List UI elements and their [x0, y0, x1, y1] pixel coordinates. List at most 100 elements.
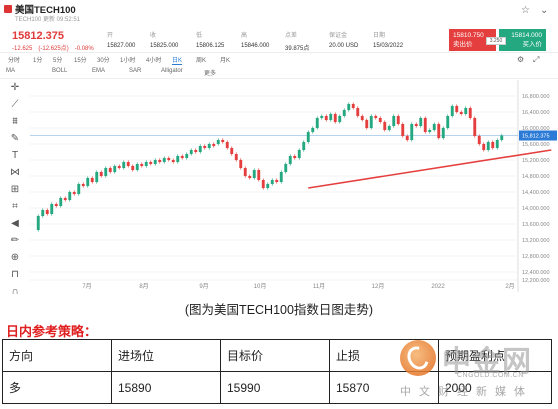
candle-body [288, 156, 292, 164]
candle-body [216, 140, 220, 144]
indicator-ma[interactable]: MA [6, 68, 15, 74]
indicator-more[interactable]: 更多 [204, 71, 217, 77]
candle-body [243, 168, 247, 176]
y-tick-label: 16,800.000 [522, 94, 550, 100]
tab-15m[interactable]: 15分 [74, 58, 87, 64]
candle-body [149, 162, 153, 164]
indicator-sar[interactable]: SAR [129, 68, 142, 74]
support-trendline [308, 149, 552, 189]
candle-body [396, 116, 400, 124]
candle-body [131, 166, 135, 170]
candle-body [320, 116, 324, 118]
tab-4h[interactable]: 4小时 [146, 58, 162, 64]
fullscreen-icon[interactable]: ⤢ [533, 55, 540, 64]
indicator-ema[interactable]: EMA [92, 68, 106, 74]
candle-body [225, 142, 229, 148]
pencil-icon[interactable]: ✏ [10, 235, 20, 246]
candle-body [392, 116, 396, 126]
stat-date: 日期 15/03/2022 [373, 33, 404, 49]
tab-1m[interactable]: 1分 [33, 58, 43, 64]
candle-body [482, 144, 486, 150]
brush-icon[interactable]: ✎ [10, 133, 20, 144]
candle-body [171, 160, 175, 162]
candle-body [500, 135, 504, 140]
candle-body [338, 116, 342, 122]
candle-body [293, 156, 297, 158]
tab-tick[interactable]: 分时 [8, 58, 21, 64]
stat-close: 收 15825.000 [150, 33, 179, 49]
lock-icon[interactable]: ⊓ [11, 269, 19, 280]
x-tick-label: 8月 [139, 283, 148, 290]
text-icon[interactable]: T [11, 150, 19, 161]
fib-icon[interactable]: ⩩ [12, 116, 18, 127]
tab-daily[interactable]: 日K [172, 55, 183, 65]
current-price-tag [519, 130, 557, 141]
y-tick-label: 15,200.000 [522, 158, 550, 164]
candle-body [207, 144, 211, 148]
y-tick-label: 12,200.000 [522, 278, 550, 284]
arrow-left-icon[interactable]: ◀ [11, 218, 19, 229]
indicator-alligator[interactable]: Alligator [161, 68, 183, 74]
measure-icon[interactable]: ⊞ [10, 184, 20, 195]
candle-body [167, 158, 171, 160]
candle-body [221, 140, 225, 142]
tab-30m[interactable]: 30分 [97, 58, 110, 64]
candle-body [117, 166, 121, 168]
settings-icon[interactable]: ⚙ [517, 55, 525, 64]
candle-body [428, 130, 432, 132]
ruler-icon[interactable]: ⌗ [12, 201, 18, 212]
table-cell: 15990 [220, 371, 330, 404]
candle-body [63, 198, 67, 200]
y-tick-label: 14,400.000 [522, 190, 550, 196]
candle-body [198, 146, 202, 152]
candle-body [135, 164, 139, 170]
chevron-down-icon[interactable]: ⌄ [540, 5, 549, 16]
candle-body [486, 142, 490, 150]
candle-body [468, 108, 472, 118]
candle-body [432, 124, 436, 130]
candle-body [257, 170, 261, 180]
candle-body [36, 216, 40, 230]
sell-button[interactable]: 15810.750 卖出价 [449, 29, 496, 51]
indicator-boll[interactable]: BOLL [52, 68, 68, 74]
candle-body [261, 180, 265, 188]
zoom-in-icon[interactable]: ⊕ [10, 252, 20, 263]
tab-1h[interactable]: 1小时 [120, 58, 136, 64]
spread-badge: 3.250 [486, 37, 506, 45]
candle-body [252, 170, 256, 178]
candle-body [279, 172, 283, 182]
candle-body [95, 172, 99, 182]
tab-5m[interactable]: 5分 [53, 58, 63, 64]
candle-body [360, 116, 364, 120]
tab-weekly[interactable]: 周K [196, 58, 207, 64]
candle-body [383, 122, 387, 130]
candle-body [158, 160, 162, 162]
candle-body [189, 150, 193, 154]
table-header-cell: 方向 [2, 339, 112, 372]
price-change: -12.625 (-12.625点) -0.08% [12, 43, 100, 52]
x-tick-label: 12月 [372, 283, 385, 290]
candle-body [234, 154, 238, 160]
table-header-cell: 目标价 [220, 339, 330, 372]
candle-body [387, 126, 391, 130]
table-header-cell: 预期盈利点 [438, 339, 552, 372]
candle-body [77, 184, 81, 194]
crosshair-icon[interactable]: ✛ [10, 82, 20, 93]
star-icon[interactable]: ☆ [521, 5, 530, 16]
candle-body [203, 146, 207, 148]
candle-body [423, 118, 427, 132]
candle-body [347, 104, 351, 110]
tab-monthly[interactable]: 月K [220, 58, 231, 64]
candle-body [86, 178, 90, 186]
magnet-icon[interactable]: ∩ [11, 286, 19, 297]
buy-button[interactable]: 15814.000 买入价 [499, 29, 546, 51]
y-tick-label: 16,400.000 [522, 110, 550, 116]
candle-body [369, 116, 373, 128]
trendline-icon[interactable]: ⟋ [11, 99, 19, 110]
candlestick-chart[interactable]: 16,800.000 16,400.000 16,000.000 15,600.000… [30, 80, 558, 292]
candle-body [464, 108, 468, 114]
chart-caption: (图为美国TECH100指数日图走势) [184, 303, 374, 317]
y-tick-label: 12,800.000 [522, 254, 550, 260]
candle-body [495, 140, 499, 148]
pattern-icon[interactable]: ⋈ [10, 167, 20, 178]
